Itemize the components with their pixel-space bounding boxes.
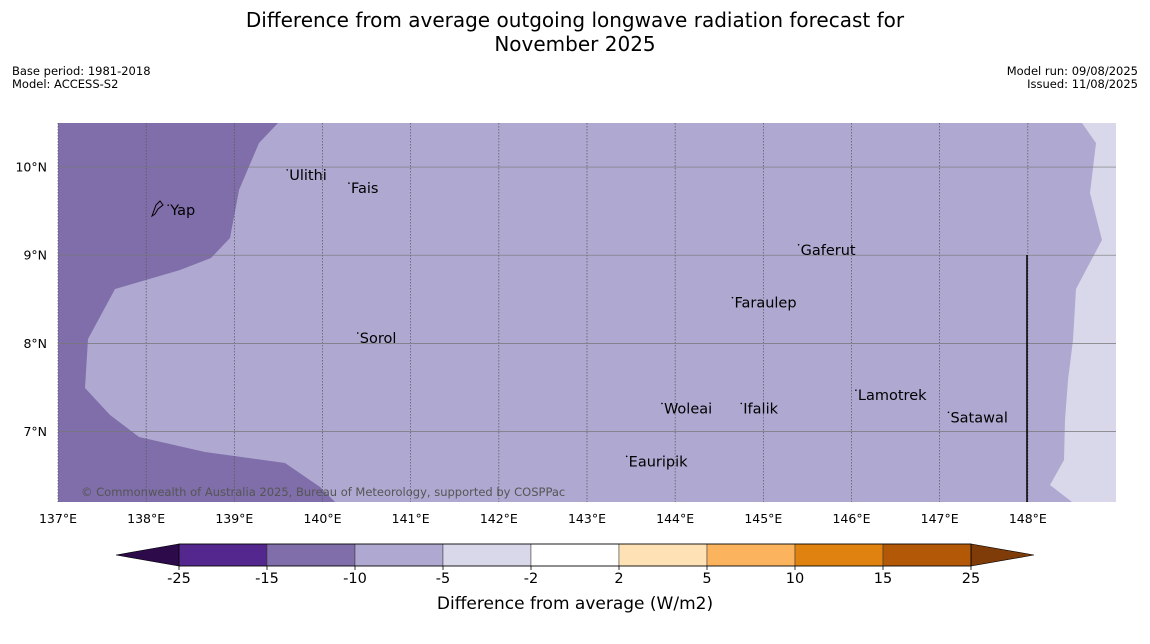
lon-tick-label: 145°E	[744, 511, 782, 526]
colorbar-tick-label: -10	[343, 571, 367, 587]
model-run: Model run: 09/08/2025	[1006, 64, 1138, 78]
meta-left: Base period: 1981-2018 Model: ACCESS-S2	[12, 65, 151, 91]
island-marker	[286, 169, 289, 171]
lon-tick-label: 147°E	[921, 511, 959, 526]
lon-tick-label: 138°E	[127, 511, 165, 526]
island-marker	[167, 204, 170, 206]
colorbar-segment	[266, 543, 356, 567]
place-label: Gaferut	[801, 243, 856, 259]
lon-tick-label: 139°E	[215, 511, 253, 526]
title-line-1: Difference from average outgoing longwav…	[245, 8, 905, 32]
lon-tick-label: 143°E	[568, 511, 606, 526]
place-label: Satawal	[950, 410, 1007, 426]
lat-tick-label: 10°N	[15, 160, 47, 175]
chart-title: Difference from average outgoing longwav…	[0, 8, 1150, 56]
colorbar-segment	[442, 543, 532, 567]
colorbar-under-arrow	[115, 543, 180, 567]
island-marker	[797, 244, 800, 246]
lat-tick-label: 7°N	[23, 424, 47, 439]
issued-date: Issued: 11/08/2025	[1027, 77, 1138, 91]
colorbar-segment	[794, 543, 884, 567]
place-label: Ulithi	[289, 168, 327, 184]
anomaly-region-15-10	[58, 123, 335, 502]
place-label: Ifalik	[743, 401, 778, 417]
place-label: Sorol	[360, 331, 397, 347]
colorbar-tick-label: -15	[255, 571, 279, 587]
colorbar-segment	[178, 543, 268, 567]
gridlines	[57, 123, 1116, 502]
island-marker	[348, 182, 350, 184]
colorbar-frame	[178, 543, 972, 567]
base-period: Base period: 1981-2018	[12, 64, 151, 78]
colorbar-tick-label: 2	[614, 571, 623, 587]
colorbar-segment	[882, 543, 972, 567]
place-label: Yap	[169, 203, 195, 219]
island-marker	[740, 402, 743, 405]
lat-tick-labels: 10°N 9°N 8°N 7°N	[15, 160, 47, 439]
colorbar-segment	[530, 543, 620, 567]
lon-tick-labels: 137°E 138°E 139°E 140°E 141°E 142°E 143°E 144°E…	[39, 511, 1047, 526]
lat-tick-label: 9°N	[23, 248, 47, 263]
lat-tick-label: 8°N	[23, 336, 47, 351]
place-label: Eauripik	[629, 454, 688, 470]
colorbar-tick-label: -2	[524, 571, 538, 587]
colorbar-tick-label: -5	[436, 571, 450, 587]
place-labels: Yap Ulithi Fais Gaferut Faraulep Sorol Lamotre…	[167, 168, 1008, 470]
colorbar-tick-label: -25	[167, 571, 191, 587]
lon-tick-label: 146°E	[832, 511, 870, 526]
island-marker	[731, 296, 734, 299]
lon-tick-label: 144°E	[656, 511, 694, 526]
colorbar-tick-label: 5	[702, 571, 711, 587]
yap-coastline	[151, 200, 164, 218]
place-label: Woleai	[664, 401, 712, 417]
colorbar-tick-label: 15	[874, 571, 892, 587]
lon-tick-label: 142°E	[480, 511, 518, 526]
colorbar: -25 -15 -10 -5 -2 2 5 10 15 25	[115, 543, 1035, 587]
island-marker	[947, 411, 950, 414]
colorbar-over-arrow	[970, 543, 1035, 567]
meta-right: Model run: 09/08/2025 Issued: 11/08/2025	[1007, 65, 1138, 91]
colorbar-label: Difference from average (W/m2)	[436, 594, 714, 614]
lon-tick-label: 141°E	[392, 511, 430, 526]
colorbar-segment	[354, 543, 444, 567]
lon-tick-label: 148°E	[1009, 511, 1047, 526]
model-name: Model: ACCESS-S2	[12, 77, 119, 91]
lon-tick-label: 137°E	[39, 511, 77, 526]
title-line-2: November 2025	[494, 32, 656, 56]
place-label: Lamotrek	[858, 388, 927, 404]
island-marker	[625, 455, 628, 458]
colorbar-segment	[618, 543, 708, 567]
colorbar-tick-label: 10	[786, 571, 804, 587]
island-marker	[661, 402, 663, 405]
lon-tick-label: 140°E	[303, 511, 341, 526]
island-marker	[855, 389, 857, 392]
colorbar-tick-label: 25	[962, 571, 980, 587]
copyright-notice: © Commonwealth of Australia 2025, Bureau…	[81, 485, 565, 499]
place-label: Fais	[351, 181, 378, 197]
island-marker	[356, 332, 359, 334]
place-label: Faraulep	[734, 296, 796, 312]
colorbar-segment	[706, 543, 796, 567]
anomaly-region-5-2	[1050, 123, 1116, 502]
